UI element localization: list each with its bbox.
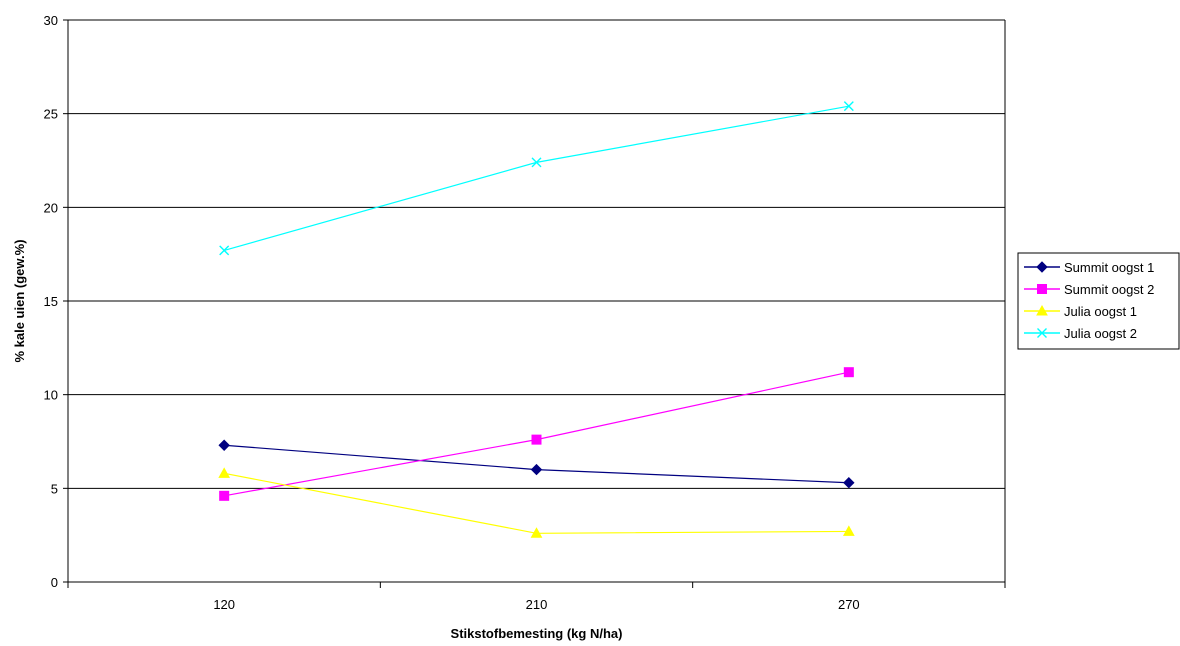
y-tick-label: 15	[44, 294, 58, 309]
x-axis-title: Stikstofbemesting (kg N/ha)	[451, 626, 623, 641]
y-axis-ticks: 0 5 10 15 20 25 30	[44, 13, 68, 590]
data-point	[530, 527, 543, 538]
series-group	[218, 101, 855, 538]
data-point	[219, 490, 230, 501]
series-line	[224, 371, 849, 497]
y-axis-title: % kale uien (gew.%)	[12, 239, 27, 362]
series-line	[224, 472, 849, 534]
data-point	[219, 245, 230, 256]
legend-item: Julia oogst 2	[1024, 326, 1137, 341]
legend-marker	[1036, 304, 1048, 316]
y-tick-label: 10	[44, 388, 58, 403]
x-axis-ticks: 120 210 270	[67, 582, 1006, 612]
legend-marker	[1037, 284, 1047, 294]
y-tick-label: 20	[44, 200, 58, 215]
data-point	[530, 463, 543, 476]
gridlines	[68, 19, 1005, 489]
x-tick-label: 120	[213, 597, 235, 612]
y-tick-label: 30	[44, 13, 58, 28]
series-2	[219, 367, 854, 501]
legend-marker	[1036, 261, 1048, 273]
data-point	[842, 525, 855, 536]
data-point	[531, 434, 542, 445]
legend-label: Summit oogst 2	[1064, 282, 1154, 297]
legend-item: Julia oogst 1	[1024, 304, 1137, 319]
y-tick-label: 0	[51, 575, 58, 590]
data-point	[843, 477, 855, 489]
series-4	[219, 101, 854, 256]
legend-item: Summit oogst 1	[1024, 260, 1154, 275]
y-tick-label: 25	[44, 107, 58, 122]
legend-marker	[1037, 328, 1047, 338]
data-point	[843, 367, 854, 378]
legend-label: Julia oogst 2	[1064, 326, 1137, 341]
series-1	[218, 439, 855, 489]
legend-label: Summit oogst 1	[1064, 260, 1154, 275]
x-tick-label: 210	[526, 597, 548, 612]
x-tick-label: 270	[838, 597, 860, 612]
data-point	[218, 439, 230, 451]
y-tick-label: 5	[51, 481, 58, 496]
legend-item: Summit oogst 2	[1024, 282, 1154, 297]
data-point	[531, 157, 542, 168]
series-line	[224, 105, 849, 251]
legend-label: Julia oogst 1	[1064, 304, 1137, 319]
data-point	[218, 467, 231, 478]
data-point	[843, 101, 854, 112]
legend: Summit oogst 1 Summit oogst 2 Julia oogst …	[1017, 252, 1180, 350]
series-3	[218, 467, 855, 538]
